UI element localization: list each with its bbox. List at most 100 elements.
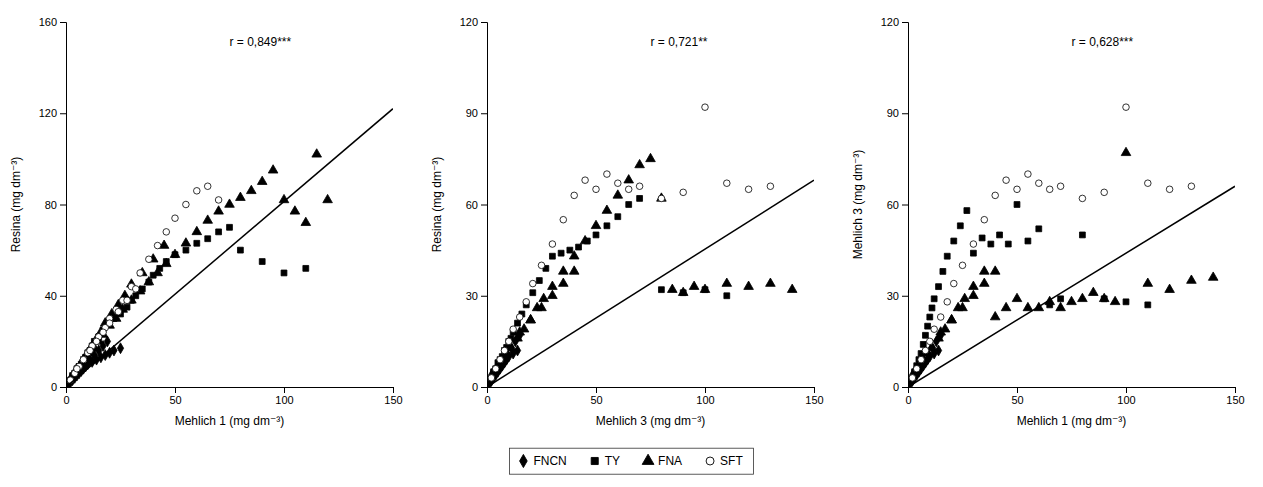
- point: [700, 284, 710, 292]
- point: [951, 238, 957, 244]
- regression-line: [66, 109, 393, 387]
- tick-label: 30: [887, 290, 899, 302]
- legend-box: [510, 448, 754, 474]
- point: [964, 208, 970, 214]
- tick-mark: [60, 113, 66, 114]
- point: [722, 278, 732, 286]
- panel: 0501001500306090120Mehlich 3 (mg dm⁻³)Re…: [430, 16, 824, 428]
- tick: 160: [39, 16, 66, 28]
- tick-label: 100: [275, 394, 293, 406]
- axis-line: [67, 388, 394, 394]
- tick: 80: [45, 199, 66, 211]
- point: [515, 320, 521, 326]
- axis-line: [488, 388, 815, 394]
- x-axis: 050100150: [484, 387, 823, 406]
- point: [549, 253, 555, 259]
- x-axis-title: Mehlich 1 (mg dm⁻³): [1017, 414, 1127, 428]
- point: [526, 315, 536, 323]
- point: [990, 266, 1000, 274]
- point: [1078, 293, 1088, 301]
- tick-label: 30: [466, 290, 478, 302]
- point: [539, 293, 549, 301]
- tick: 90: [466, 107, 487, 119]
- point: [689, 281, 699, 289]
- tick-mark: [481, 113, 487, 114]
- tick-label: 60: [466, 199, 478, 211]
- tick-mark: [60, 22, 66, 23]
- point: [970, 250, 976, 256]
- axis-line: [60, 23, 67, 388]
- tick-label: 100: [696, 394, 714, 406]
- point: [529, 280, 536, 287]
- y-axis-title: Resina (mg dm⁻³): [430, 157, 444, 253]
- tick-mark: [902, 113, 908, 114]
- tick: 60: [887, 199, 908, 211]
- tick: 120: [39, 107, 66, 119]
- point: [137, 267, 147, 275]
- point: [1079, 232, 1085, 238]
- legend-symbol: [642, 454, 654, 464]
- tick: 90: [887, 107, 908, 119]
- point: [667, 284, 677, 292]
- point: [624, 175, 634, 183]
- point: [537, 302, 547, 310]
- tick-label: 50: [169, 394, 181, 406]
- point: [87, 347, 94, 354]
- annotation: r = 0,721**: [651, 35, 708, 49]
- figure: 05010015004080120160Mehlich 1 (mg dm⁻³)R…: [0, 0, 1263, 487]
- point: [100, 329, 107, 336]
- point: [1145, 180, 1152, 187]
- legend-label: FNA: [658, 454, 682, 468]
- point: [593, 186, 600, 193]
- point: [745, 186, 752, 193]
- point: [259, 259, 265, 265]
- point: [1058, 296, 1064, 302]
- point: [183, 247, 189, 253]
- point: [576, 244, 582, 250]
- point: [1110, 296, 1120, 304]
- point: [194, 240, 200, 246]
- axis-line: [909, 388, 1236, 394]
- tick-mark: [902, 22, 908, 23]
- point: [637, 196, 643, 202]
- point: [724, 180, 731, 187]
- tick-label: 0: [484, 394, 490, 406]
- point: [604, 171, 611, 178]
- tick-mark: [705, 387, 706, 393]
- point: [501, 347, 508, 354]
- point: [497, 357, 503, 363]
- legend: FNCNTYFNASFT: [510, 448, 754, 474]
- point: [1023, 302, 1033, 310]
- point: [523, 299, 530, 306]
- point: [530, 290, 536, 296]
- point: [74, 366, 80, 372]
- point: [658, 195, 665, 202]
- point: [301, 217, 311, 225]
- legend-symbol: [520, 454, 528, 467]
- point: [1003, 177, 1010, 184]
- point: [153, 267, 163, 275]
- point: [1036, 180, 1043, 187]
- point: [969, 290, 979, 298]
- tick: 150: [805, 387, 823, 406]
- tick: 40: [45, 290, 66, 302]
- tick-mark: [481, 387, 487, 388]
- tick-mark: [902, 387, 908, 388]
- point: [163, 229, 170, 236]
- point: [144, 277, 154, 285]
- tick-mark: [393, 387, 394, 393]
- point: [246, 185, 256, 193]
- point: [1014, 186, 1021, 193]
- point: [960, 293, 970, 301]
- point: [1121, 147, 1131, 155]
- point: [1166, 186, 1173, 193]
- tick: 120: [460, 16, 487, 28]
- point: [303, 265, 309, 271]
- point: [323, 194, 333, 202]
- tick: 50: [1011, 387, 1023, 406]
- legend-label: TY: [605, 454, 620, 468]
- point: [1067, 296, 1077, 304]
- point: [1005, 241, 1011, 247]
- point: [1057, 183, 1064, 190]
- point: [931, 296, 937, 302]
